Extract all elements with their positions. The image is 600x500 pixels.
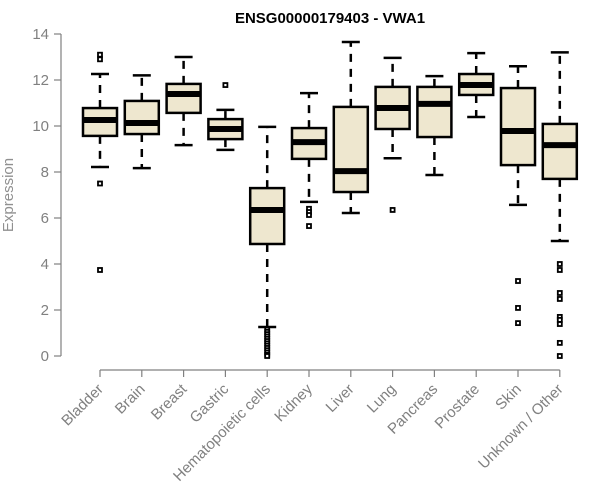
y-axis-label: Expression	[0, 158, 17, 232]
outlier-point	[306, 212, 312, 218]
outlier-point	[389, 207, 396, 213]
x-tick-label: Breast	[148, 380, 191, 423]
outlier-point	[515, 305, 521, 311]
box-unknown-other	[541, 51, 579, 359]
outlier-point	[97, 267, 103, 273]
y-tick-label: 14	[32, 26, 49, 43]
y-tick-label: 2	[41, 302, 49, 319]
iqr-box	[165, 82, 202, 115]
box-lung	[374, 56, 411, 213]
box-breast	[165, 55, 202, 147]
iqr-box	[248, 186, 286, 246]
box-pancreas	[416, 74, 453, 177]
y-tick-label: 8	[41, 164, 49, 181]
chart-title: ENSG00000179403 - VWA1	[235, 10, 425, 27]
box-liver	[332, 40, 370, 215]
outlier-point	[556, 353, 563, 359]
outlier-point	[556, 261, 563, 267]
y-tick-label: 4	[41, 256, 49, 273]
outlier-point	[222, 82, 229, 88]
outlier-point	[556, 296, 563, 302]
x-tick-label: Lung	[364, 381, 400, 417]
box-kidney	[290, 91, 328, 229]
boxes	[81, 40, 579, 359]
x-tick-label: Kidney	[271, 380, 316, 425]
y-tick-label: 0	[41, 348, 49, 365]
outlier-point	[306, 223, 312, 229]
outlier-point	[515, 320, 521, 327]
box-brain	[123, 74, 161, 170]
x-tick-label: Skin	[492, 381, 525, 414]
outlier-point	[556, 321, 563, 327]
y-tick-label: 6	[41, 210, 49, 227]
y-tick-label: 10	[32, 118, 49, 135]
outlier-point	[515, 278, 521, 284]
box-gastric	[207, 82, 244, 152]
outlier-point	[556, 290, 563, 296]
outlier-point	[264, 353, 271, 359]
outlier-point	[556, 267, 563, 273]
iqr-box	[332, 105, 370, 194]
outlier-point	[556, 339, 563, 346]
outlier-point	[97, 51, 103, 58]
outlier-point	[97, 56, 103, 63]
iqr-box	[499, 86, 537, 167]
iqr-box	[541, 122, 579, 181]
x-tick-label: Prostate	[431, 381, 483, 433]
box-skin	[499, 64, 537, 327]
x-tick-label: Liver	[323, 381, 358, 416]
box-hematopoietic-cells	[248, 125, 286, 359]
y-tick-label: 12	[32, 72, 49, 89]
x-tick-label: Bladder	[58, 381, 107, 430]
iqr-box	[416, 85, 453, 139]
box-prostate	[457, 51, 495, 119]
y-axis: 0 2 4 6 8 10 12 14	[32, 26, 62, 365]
x-tick-label: Brain	[112, 381, 149, 418]
box-bladder	[81, 51, 119, 273]
iqr-box	[123, 99, 161, 136]
outlier-point	[97, 180, 103, 187]
